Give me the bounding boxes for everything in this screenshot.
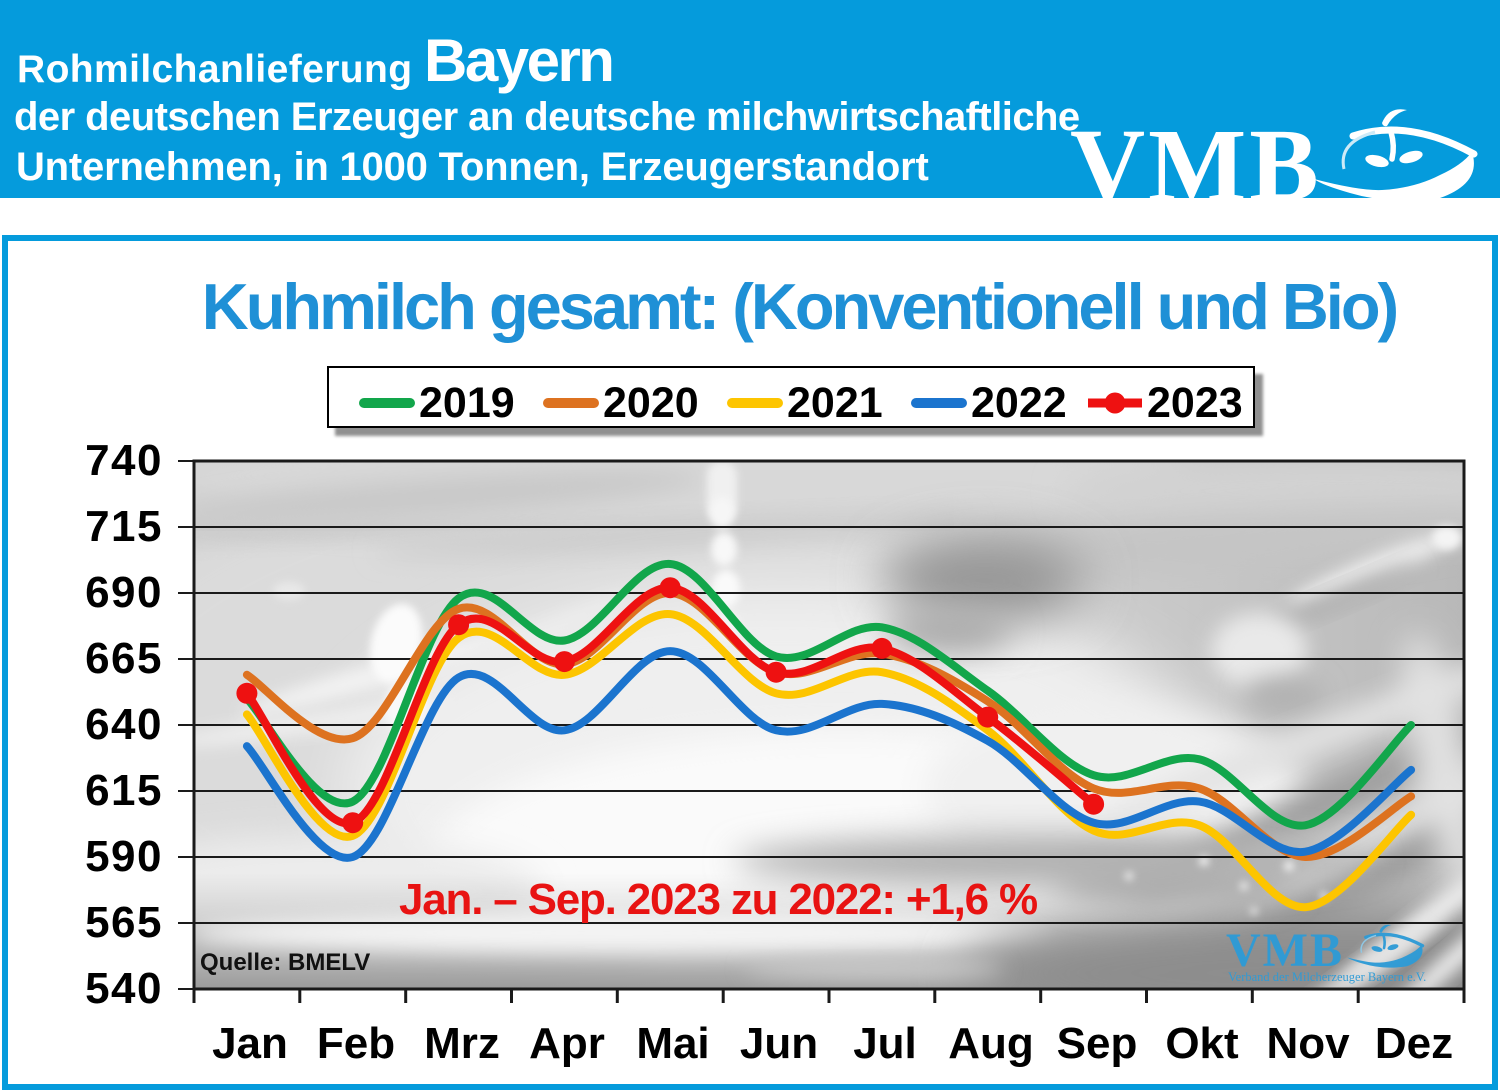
svg-text:Verband der Milcherzeuger Baye: Verband der Milcherzeuger Bayern e.V.	[1228, 970, 1426, 984]
svg-text:VMB: VMB	[1070, 108, 1322, 205]
svg-text:VMB: VMB	[1226, 924, 1344, 977]
